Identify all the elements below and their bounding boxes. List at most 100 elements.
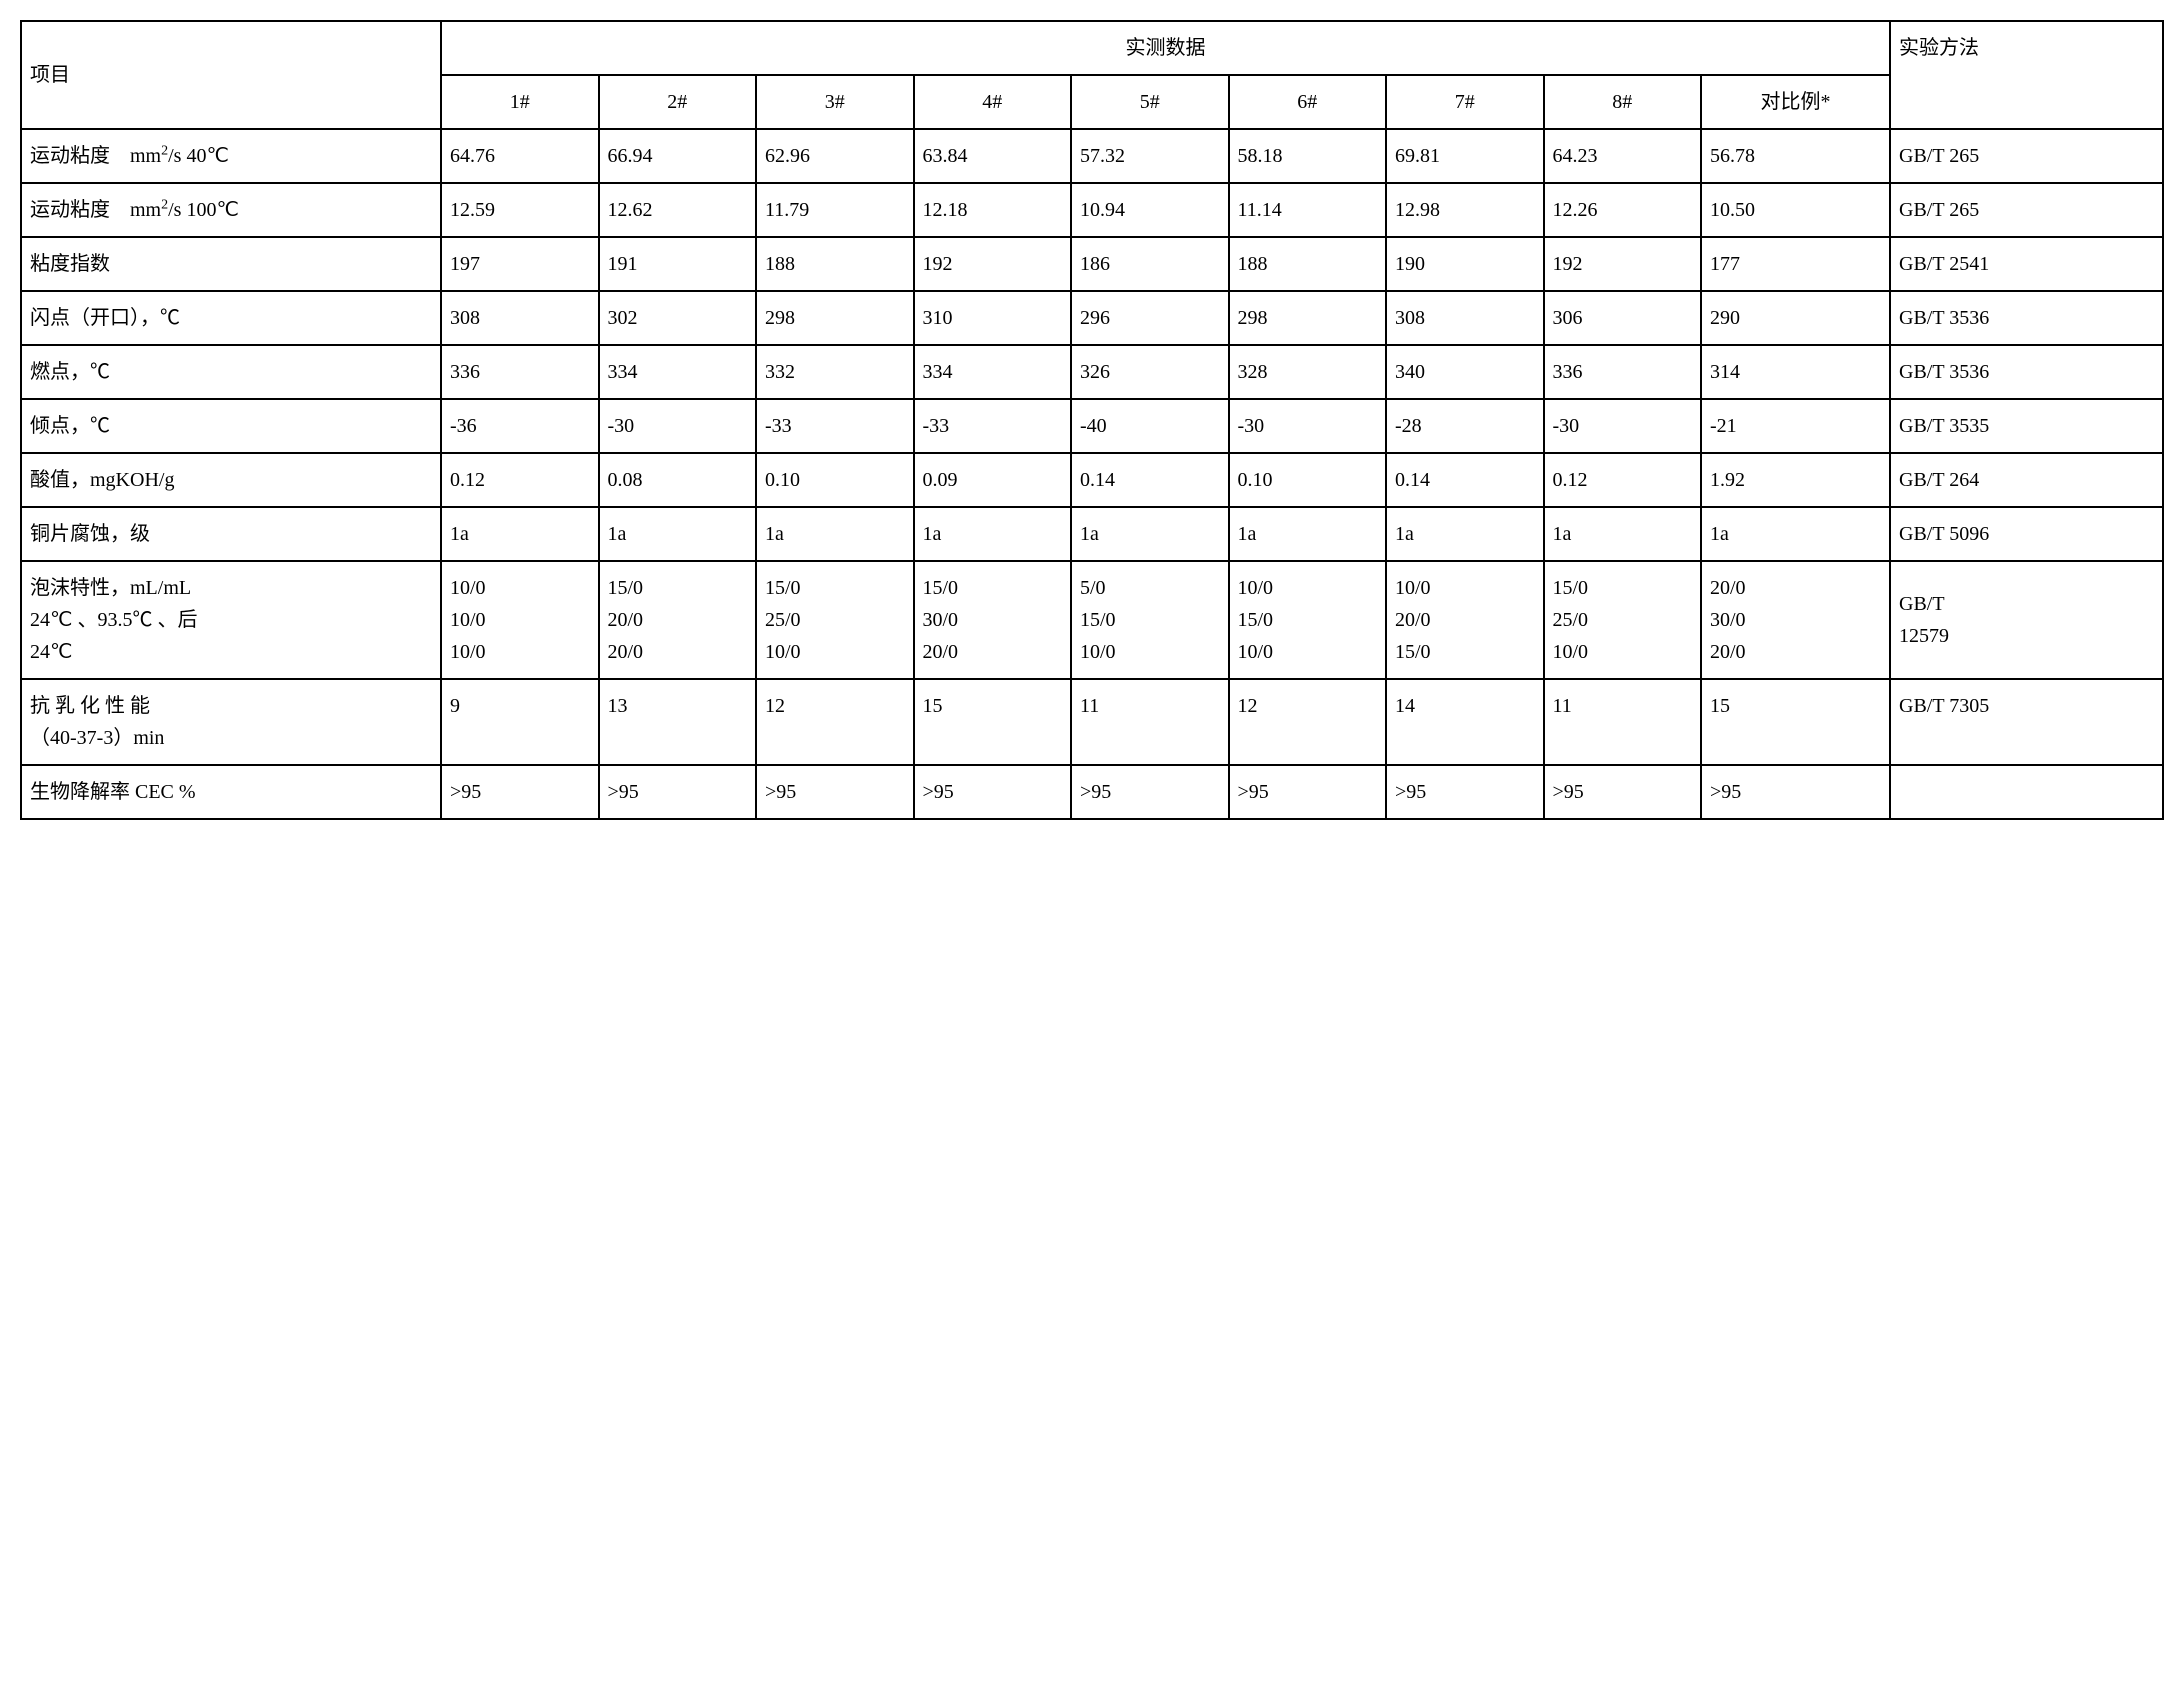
table-cell: 64.23 [1544,129,1702,183]
table-cell: 15/0 30/0 20/0 [914,561,1072,679]
table-cell: 12.62 [599,183,757,237]
table-cell: 69.81 [1386,129,1544,183]
header-col: 对比例* [1701,75,1890,129]
table-cell: 56.78 [1701,129,1890,183]
table-cell: 12 [1229,679,1387,765]
table-cell: 58.18 [1229,129,1387,183]
table-cell: 15/0 20/0 20/0 [599,561,757,679]
table-row: 铜片腐蚀，级1a1a1a1a1a1a1a1a1aGB/T 5096 [21,507,2163,561]
table-row: 运动粘度 mm2/s 40℃64.7666.9462.9663.8457.325… [21,129,2163,183]
table-cell: 13 [599,679,757,765]
row-method: GB/T 2541 [1890,237,2163,291]
table-cell: 1a [1386,507,1544,561]
table-cell: >95 [914,765,1072,819]
table-cell: -30 [1544,399,1702,453]
row-label: 生物降解率 CEC % [21,765,441,819]
table-row: 抗 乳 化 性 能 （40-37-3）min91312151112141115G… [21,679,2163,765]
header-col: 5# [1071,75,1229,129]
table-cell: 0.12 [1544,453,1702,507]
table-cell: 12.59 [441,183,599,237]
data-table: 项目 实测数据 实验方法 1# 2# 3# 4# 5# 6# 7# 8# 对比例… [20,20,2164,820]
table-cell: >95 [1386,765,1544,819]
table-cell: 12.98 [1386,183,1544,237]
table-cell: 10.94 [1071,183,1229,237]
table-row: 泡沫特性，mL/mL 24℃ 、93.5℃ 、后 24℃10/0 10/0 10… [21,561,2163,679]
table-cell: 1a [599,507,757,561]
header-project: 项目 [21,21,441,129]
row-label: 酸值，mgKOH/g [21,453,441,507]
table-cell: 0.14 [1071,453,1229,507]
table-cell: >95 [1544,765,1702,819]
table-row: 运动粘度 mm2/s 100℃12.5912.6211.7912.1810.94… [21,183,2163,237]
row-label: 粘度指数 [21,237,441,291]
row-label: 运动粘度 mm2/s 100℃ [21,183,441,237]
table-row: 粘度指数197191188192186188190192177GB/T 2541 [21,237,2163,291]
table-cell: 334 [599,345,757,399]
table-cell: 12.26 [1544,183,1702,237]
table-cell: >95 [1071,765,1229,819]
table-cell: 302 [599,291,757,345]
table-cell: 197 [441,237,599,291]
header-col: 2# [599,75,757,129]
table-cell: 14 [1386,679,1544,765]
table-cell: 15/0 25/0 10/0 [1544,561,1702,679]
table-cell: 192 [1544,237,1702,291]
row-method: GB/T 264 [1890,453,2163,507]
table-cell: 328 [1229,345,1387,399]
table-cell: 306 [1544,291,1702,345]
table-cell: -30 [599,399,757,453]
table-cell: -30 [1229,399,1387,453]
row-label: 闪点（开口），℃ [21,291,441,345]
table-cell: 64.76 [441,129,599,183]
table-cell: 308 [441,291,599,345]
table-cell: >95 [441,765,599,819]
table-cell: 12 [756,679,914,765]
table-cell: 1a [914,507,1072,561]
table-cell: 57.32 [1071,129,1229,183]
row-method: GB/T 265 [1890,183,2163,237]
table-cell: -33 [914,399,1072,453]
row-method [1890,765,2163,819]
table-body: 运动粘度 mm2/s 40℃64.7666.9462.9663.8457.325… [21,129,2163,819]
table-cell: 1a [1229,507,1387,561]
table-cell: 5/0 15/0 10/0 [1071,561,1229,679]
table-cell: 15 [1701,679,1890,765]
table-cell: 11 [1071,679,1229,765]
table-cell: 1a [1701,507,1890,561]
table-cell: 290 [1701,291,1890,345]
table-cell: 15 [914,679,1072,765]
table-cell: 11 [1544,679,1702,765]
table-cell: 1a [1544,507,1702,561]
table-cell: 11.14 [1229,183,1387,237]
table-cell: 186 [1071,237,1229,291]
table-cell: 10/0 10/0 10/0 [441,561,599,679]
table-row: 闪点（开口），℃308302298310296298308306290GB/T … [21,291,2163,345]
header-col: 4# [914,75,1072,129]
table-row: 酸值，mgKOH/g0.120.080.100.090.140.100.140.… [21,453,2163,507]
table-cell: 177 [1701,237,1890,291]
table-cell: 62.96 [756,129,914,183]
table-cell: 0.12 [441,453,599,507]
table-cell: 0.14 [1386,453,1544,507]
table-cell: -33 [756,399,914,453]
table-cell: 10/0 15/0 10/0 [1229,561,1387,679]
header-col: 3# [756,75,914,129]
table-cell: >95 [1229,765,1387,819]
table-cell: 0.10 [1229,453,1387,507]
table-cell: 334 [914,345,1072,399]
table-cell: 9 [441,679,599,765]
table-cell: -21 [1701,399,1890,453]
table-cell: 298 [756,291,914,345]
row-label: 运动粘度 mm2/s 40℃ [21,129,441,183]
table-cell: 332 [756,345,914,399]
table-cell: 310 [914,291,1072,345]
row-label: 泡沫特性，mL/mL 24℃ 、93.5℃ 、后 24℃ [21,561,441,679]
table-cell: 63.84 [914,129,1072,183]
table-cell: 308 [1386,291,1544,345]
table-cell: 1.92 [1701,453,1890,507]
table-cell: 1a [1071,507,1229,561]
table-cell: 336 [1544,345,1702,399]
table-cell: 0.08 [599,453,757,507]
row-label: 铜片腐蚀，级 [21,507,441,561]
header-measured-data: 实测数据 [441,21,1890,75]
